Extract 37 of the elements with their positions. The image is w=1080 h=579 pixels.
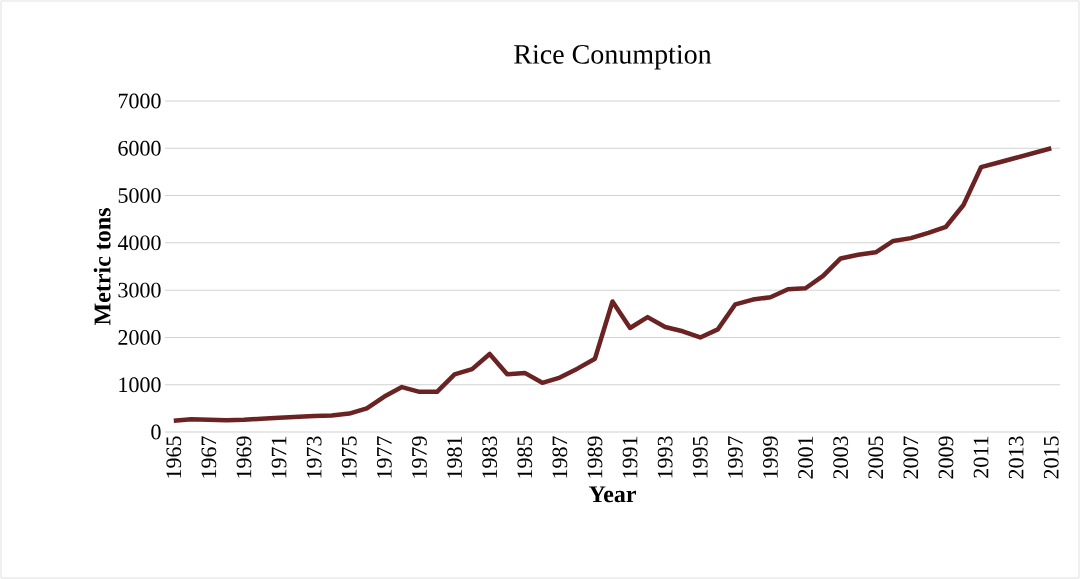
x-tick-label: 1993 — [657, 436, 673, 478]
x-tick-label: 1989 — [587, 436, 603, 478]
x-tick-label: 1991 — [622, 436, 638, 478]
x-tick-label: 2013 — [1008, 436, 1024, 479]
x-tick-label: 2007 — [903, 436, 919, 479]
x-tick-label: 1985 — [517, 436, 533, 478]
x-tick-label: 1965 — [166, 436, 182, 478]
x-tick-label: 1967 — [201, 436, 217, 478]
x-tick-label: 2003 — [833, 436, 849, 479]
y-tick-label: 5000 — [118, 188, 161, 203]
x-tick-label: 2009 — [938, 436, 954, 479]
y-tick-label: 2000 — [118, 330, 161, 345]
x-axis-title: Year — [588, 486, 636, 503]
x-tick-label: 1973 — [306, 436, 322, 478]
x-tick-label: 1987 — [552, 436, 568, 478]
x-tick-label: 1999 — [763, 436, 778, 478]
x-tick-label: 1983 — [482, 436, 498, 478]
y-tick-label: 1000 — [119, 377, 161, 393]
x-tick-label: 1977 — [376, 436, 392, 478]
y-axis-title: Metric tons — [93, 208, 111, 326]
x-tick-label: 2011 — [973, 436, 989, 478]
x-tick-label: 1971 — [271, 436, 287, 478]
y-tick-label: 7000 — [118, 93, 161, 109]
x-tick-label: 1981 — [447, 436, 462, 478]
y-tick-label: 4000 — [117, 235, 161, 251]
x-tick-label: 1979 — [412, 436, 427, 478]
x-tick-label: 1969 — [236, 436, 252, 478]
x-tick-label: 1995 — [692, 436, 708, 478]
x-tick-label: 2001 — [798, 436, 813, 479]
x-tick-label: 1997 — [727, 436, 743, 478]
x-tick-label: 2005 — [868, 436, 884, 479]
x-tick-label: 1975 — [341, 436, 357, 478]
x-tick-label: 2015 — [1043, 436, 1059, 479]
y-tick-label: 6000 — [118, 140, 161, 156]
y-tick-label: 3000 — [118, 282, 161, 298]
y-tick-label: 0 — [151, 424, 161, 440]
chart-title: Rice Conumption — [514, 44, 712, 70]
